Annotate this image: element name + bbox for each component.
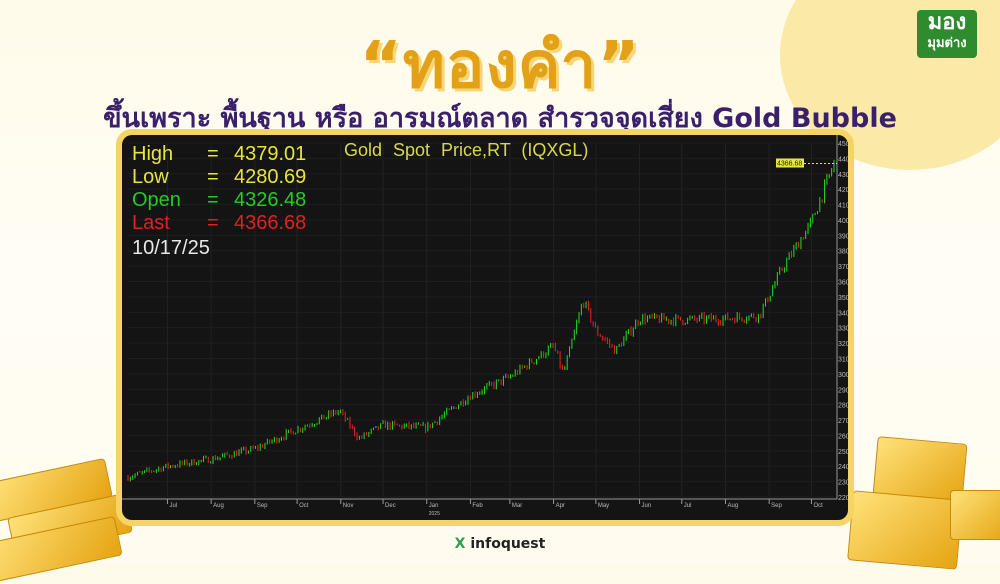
gold-bar-icon (847, 490, 963, 570)
y-tick-label: 4200.00 (838, 187, 848, 194)
y-tick-label: 3600.00 (838, 280, 848, 287)
stat-label: High (132, 143, 174, 165)
y-tick-label: 3500.00 (838, 295, 848, 302)
footer-brand: X infoquest (0, 536, 1000, 552)
logo-line2: มุมต่าง (927, 36, 967, 51)
x-tick-label: Feb (472, 503, 483, 509)
x-tick-label: Oct (813, 503, 823, 509)
y-tick-label: 3800.00 (838, 249, 848, 256)
x-tick-label: Mar (512, 503, 522, 509)
x-tick-label: Nov (343, 503, 354, 509)
chart-panel: 4500.00 4400.00 4300.00 4200.00 4100.00 4000.… (116, 129, 854, 526)
page-title: “ทองคำ” (359, 29, 641, 103)
x-tick-label: May (598, 503, 609, 509)
last-price-marker (776, 158, 804, 168)
stat-equals: = (207, 212, 219, 234)
stat-equals: = (207, 143, 219, 165)
x-tick-label: Sep (257, 503, 268, 509)
y-tick-label: 3300.00 (838, 326, 848, 333)
stat-label: Last (132, 212, 170, 234)
stat-label: Low (132, 166, 169, 188)
brand-logo: มอง มุมต่าง (917, 10, 977, 58)
stat-value: 4280.69 (234, 166, 307, 188)
y-tick-label: 3700.00 (838, 264, 848, 271)
stat-value: 4379.01 (234, 143, 307, 165)
chart-title: Gold Spot Price,RT (IQXGL) (344, 140, 589, 160)
x-tick-label: Oct (299, 503, 309, 509)
y-tick-label: 2300.00 (838, 480, 848, 487)
x-tick-label: Jul (169, 503, 177, 509)
x-tick-label: Jul (684, 503, 692, 509)
x-tick-label: Aug (213, 503, 224, 509)
x-tick-label: Jan (429, 503, 439, 509)
y-tick-label: 2600.00 (838, 433, 848, 440)
y-tick-label: 2400.00 (838, 464, 848, 471)
y-tick-label: 2800.00 (838, 403, 848, 410)
y-tick-label: 3900.00 (838, 233, 848, 240)
y-tick-label: 4100.00 (838, 203, 848, 210)
stat-low: Low = 4280.69 (132, 166, 306, 189)
y-tick-label: 2900.00 (838, 387, 848, 394)
logo-line1: มอง (927, 10, 967, 35)
x-tick-label: Jun (642, 503, 652, 509)
stat-equals: = (207, 166, 219, 188)
stat-last: Last = 4366.68 (132, 212, 306, 235)
stat-label: Open (132, 189, 181, 211)
last-price-label: 4366.68 (777, 161, 802, 168)
y-tick-label: 4500.00 (838, 141, 848, 148)
y-tick-label: 4300.00 (838, 172, 848, 179)
y-tick-label: 2500.00 (838, 449, 848, 456)
y-tick-label: 3100.00 (838, 356, 848, 363)
chart-date: 10/17/25 (132, 237, 210, 259)
y-tick-label: 4400.00 (838, 156, 848, 163)
y-tick-label: 2700.00 (838, 418, 848, 425)
price-chart: 4500.00 4400.00 4300.00 4200.00 4100.00 4000.… (122, 135, 848, 517)
y-tick-label: 4000.00 (838, 218, 848, 225)
x-tick-label: Apr (556, 503, 565, 509)
page-subtitle: ขึ้นเพราะ พื้นฐาน หรือ อารมณ์ตลาด สำรวจจ… (103, 103, 897, 134)
footer-brand-name: infoquest (470, 536, 546, 552)
x-year-label: 2025 (429, 511, 440, 517)
stat-value: 4366.68 (234, 212, 307, 234)
gold-bar-icon (950, 490, 1000, 540)
y-tick-label: 3000.00 (838, 372, 848, 379)
stat-value: 4326.48 (234, 189, 307, 211)
x-tick-label: Aug (727, 503, 738, 509)
stat-equals: = (207, 189, 219, 211)
x-tick-label: Dec (385, 503, 396, 509)
stat-open: Open = 4326.48 (132, 189, 306, 212)
x-tick-label: Sep (771, 503, 782, 509)
infoquest-logo-icon: X (454, 536, 466, 552)
y-tick-label: 2200.00 (838, 495, 848, 502)
stat-high: High = 4379.01 (132, 143, 306, 166)
y-tick-label: 3200.00 (838, 341, 848, 348)
y-tick-label: 3400.00 (838, 310, 848, 317)
